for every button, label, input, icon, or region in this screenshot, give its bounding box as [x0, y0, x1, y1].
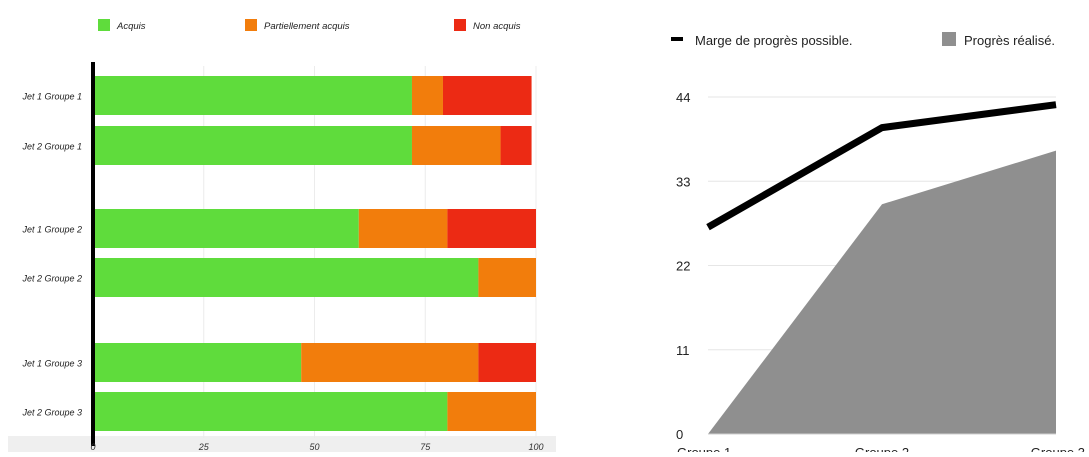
y-tick-label: 33: [676, 174, 690, 189]
x-category-label: Groupe 1: [677, 445, 731, 452]
category-label: Jet 2 Groupe 1: [21, 142, 82, 152]
bar-segment: [447, 209, 536, 248]
bar-segment: [93, 209, 359, 248]
progress-margin-line: [706, 101, 1057, 231]
bar-segment: [358, 209, 448, 248]
legend-label: Acquis: [116, 21, 146, 32]
legend-label: Marge de progrès possible.: [695, 33, 853, 48]
x-tick-label: 0: [90, 442, 95, 452]
bar-segment: [93, 343, 302, 382]
category-label: Jet 2 Groupe 2: [21, 274, 82, 284]
category-label: Jet 1 Groupe 2: [21, 225, 82, 235]
x-tick-label: 100: [528, 442, 543, 452]
x-tick-label: 25: [198, 442, 210, 452]
bar-segment: [411, 76, 443, 115]
x-category-label: Groupe 2: [855, 445, 909, 452]
bar-segment: [478, 343, 536, 382]
bar-segment: [478, 258, 536, 297]
x-tick-label: 50: [309, 442, 319, 452]
bar-segment: [93, 76, 412, 115]
bar-segment: [93, 392, 448, 431]
y-tick-label: 11: [676, 343, 690, 358]
category-label: Jet 2 Groupe 3: [21, 408, 82, 418]
bar-segment: [93, 258, 479, 297]
legend-swatch: [454, 19, 466, 31]
progress-area: [708, 150, 1056, 434]
bar-segment: [93, 126, 412, 165]
legend-label: Progrès réalisé.: [964, 33, 1055, 48]
bar-segment: [301, 343, 479, 382]
area-line-chart-panel: 0 11 22 33 44 Groupe 1 Groupe 2 Groupe 3 Marge d…: [640, 0, 1089, 457]
stacked-bar-chart: Jet 1 Groupe 1 Jet 2 Groupe 1 Jet 1 Groupe…: [8, 19, 556, 452]
x-category-label: Groupe 3: [1031, 445, 1085, 452]
legend-swatch: [245, 19, 257, 31]
bar-segment: [500, 126, 532, 165]
legend-swatch: [98, 19, 110, 31]
bar-segment: [411, 126, 501, 165]
y-tick-label: 0: [676, 427, 683, 442]
category-label: Jet 1 Groupe 3: [21, 359, 82, 369]
legend-area-swatch: [942, 32, 956, 46]
y-tick-label: 22: [676, 259, 690, 274]
category-label: Jet 1 Groupe 1: [21, 92, 82, 102]
x-tick-label: 75: [420, 442, 431, 452]
plot-bottom-band: [8, 436, 556, 452]
bar-segment: [447, 392, 536, 431]
legend-line-swatch: [671, 37, 683, 41]
legend-label: Partiellement acquis: [264, 21, 350, 32]
legend-label: Non acquis: [473, 21, 521, 32]
area-line-chart: 0 11 22 33 44 Groupe 1 Groupe 2 Groupe 3 Marge d…: [671, 32, 1085, 457]
y-tick-label: 44: [676, 90, 690, 105]
stacked-bar-chart-panel: Jet 1 Groupe 1 Jet 2 Groupe 1 Jet 1 Groupe…: [8, 19, 556, 452]
bar-segment: [442, 76, 532, 115]
